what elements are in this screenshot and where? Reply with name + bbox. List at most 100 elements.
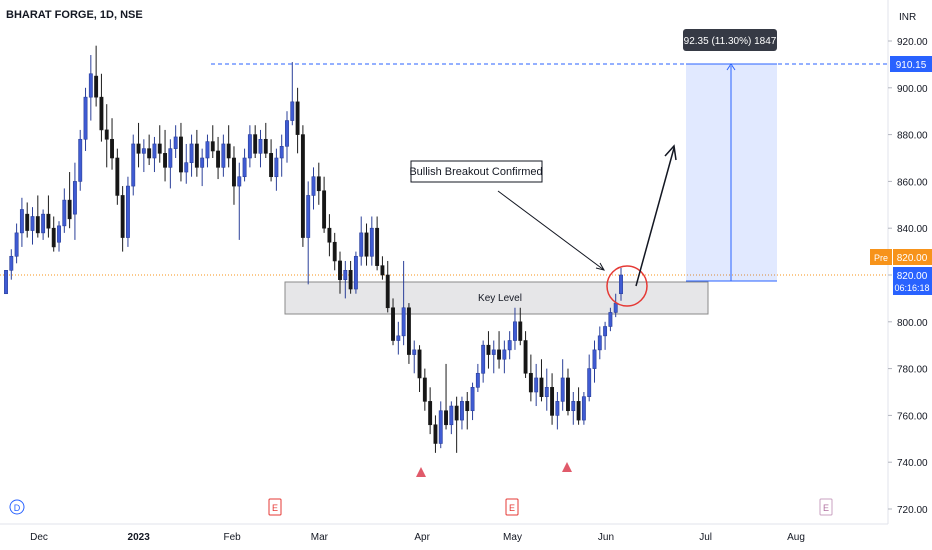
- candle-body[interactable]: [422, 377, 427, 402]
- candle-body[interactable]: [597, 335, 602, 351]
- candle-body[interactable]: [454, 405, 459, 421]
- candle-body[interactable]: [444, 410, 448, 426]
- candle-body[interactable]: [428, 401, 433, 426]
- candle-body[interactable]: [115, 157, 120, 196]
- candle-body[interactable]: [571, 401, 576, 412]
- candle-body[interactable]: [528, 372, 533, 393]
- breakout-circle[interactable]: [606, 265, 648, 307]
- candle-body[interactable]: [57, 225, 61, 243]
- candle-body[interactable]: [507, 340, 512, 351]
- candle-body[interactable]: [544, 387, 549, 397]
- candle-body[interactable]: [534, 377, 539, 393]
- candle-body[interactable]: [253, 134, 258, 154]
- candle-body[interactable]: [438, 410, 443, 444]
- candle-body[interactable]: [78, 138, 83, 182]
- candle-body[interactable]: [608, 312, 613, 327]
- candle-body[interactable]: [94, 75, 99, 98]
- candle-body[interactable]: [555, 401, 560, 416]
- candle-body[interactable]: [189, 143, 194, 163]
- earnings-marker-2[interactable]: E: [505, 498, 519, 516]
- candle-body[interactable]: [46, 213, 51, 229]
- candle-body[interactable]: [216, 150, 221, 168]
- candle-body[interactable]: [412, 349, 417, 355]
- candle-body[interactable]: [200, 157, 205, 168]
- candle-body[interactable]: [41, 213, 46, 234]
- candle-body[interactable]: [168, 148, 173, 168]
- candle-body[interactable]: [269, 153, 274, 178]
- candle-body[interactable]: [396, 335, 401, 341]
- candle-body[interactable]: [99, 96, 104, 131]
- candle-body[interactable]: [290, 101, 295, 121]
- candle-body[interactable]: [592, 349, 597, 369]
- candle-body[interactable]: [491, 349, 496, 355]
- candle-body[interactable]: [338, 260, 342, 280]
- candle-body[interactable]: [513, 321, 517, 341]
- candle-body[interactable]: [502, 349, 507, 360]
- candle-body[interactable]: [194, 143, 199, 168]
- candle-body[interactable]: [465, 401, 470, 412]
- candle-body[interactable]: [88, 73, 93, 98]
- candle-body[interactable]: [359, 232, 364, 257]
- candle-body[interactable]: [226, 143, 231, 159]
- candle-body[interactable]: [221, 143, 226, 168]
- annotation-callout[interactable]: Bullish Breakout Confirmed: [409, 160, 543, 183]
- candle-body[interactable]: [619, 274, 623, 295]
- earnings-marker-3[interactable]: E: [819, 498, 833, 516]
- candle-body[interactable]: [35, 216, 40, 234]
- dividend-marker[interactable]: D: [9, 499, 25, 515]
- candle-body[interactable]: [72, 181, 77, 215]
- candle-body[interactable]: [613, 302, 618, 313]
- candle-body[interactable]: [258, 138, 263, 154]
- candle-body[interactable]: [391, 307, 395, 341]
- candle-body[interactable]: [9, 255, 14, 271]
- candle-body[interactable]: [247, 134, 252, 159]
- candle-body[interactable]: [581, 396, 586, 421]
- candle-body[interactable]: [205, 141, 210, 159]
- earnings-marker-1[interactable]: E: [268, 498, 282, 516]
- candle-body[interactable]: [295, 101, 300, 135]
- candle-body[interactable]: [550, 387, 555, 416]
- candle-body[interactable]: [279, 146, 284, 159]
- candle-body[interactable]: [19, 209, 24, 234]
- candle-body[interactable]: [141, 148, 146, 154]
- candle-body[interactable]: [104, 129, 109, 140]
- candle-body[interactable]: [322, 190, 327, 229]
- candle-body[interactable]: [173, 136, 178, 149]
- candle-body[interactable]: [364, 232, 369, 257]
- candle-body[interactable]: [125, 185, 130, 238]
- candle-body[interactable]: [210, 141, 215, 152]
- candle-body[interactable]: [62, 199, 67, 227]
- candle-body[interactable]: [560, 377, 565, 402]
- candle-body[interactable]: [30, 216, 35, 231]
- candle-body[interactable]: [237, 176, 242, 187]
- candle-body[interactable]: [369, 227, 374, 257]
- candle-body[interactable]: [157, 143, 162, 154]
- candle-body[interactable]: [285, 120, 289, 147]
- candle-body[interactable]: [242, 157, 247, 178]
- candle-body[interactable]: [232, 157, 236, 187]
- candle-body[interactable]: [136, 143, 141, 154]
- candle-body[interactable]: [343, 270, 348, 280]
- candle-body[interactable]: [449, 405, 454, 426]
- candle-body[interactable]: [460, 401, 464, 421]
- candle-body[interactable]: [83, 96, 88, 140]
- candle-body[interactable]: [539, 377, 544, 397]
- candle-body[interactable]: [327, 227, 332, 243]
- candle-body[interactable]: [120, 195, 125, 238]
- candle-body[interactable]: [406, 307, 411, 355]
- candle-body[interactable]: [417, 349, 422, 379]
- candle-body[interactable]: [385, 274, 390, 309]
- candle-body[interactable]: [311, 176, 316, 196]
- candle-body[interactable]: [300, 134, 305, 238]
- candle-body[interactable]: [518, 321, 523, 341]
- candle-body[interactable]: [375, 227, 380, 266]
- candle-body[interactable]: [184, 162, 189, 173]
- candle-body[interactable]: [4, 270, 8, 295]
- candle-body[interactable]: [523, 340, 528, 374]
- candle-body[interactable]: [332, 241, 337, 262]
- candle-body[interactable]: [348, 270, 353, 290]
- candle-body[interactable]: [316, 176, 321, 192]
- candle-body[interactable]: [179, 136, 183, 173]
- candle-body[interactable]: [481, 344, 486, 374]
- candle-body[interactable]: [14, 232, 19, 257]
